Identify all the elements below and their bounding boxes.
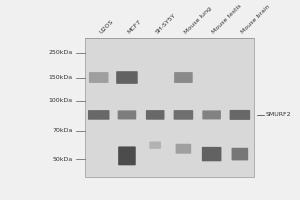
FancyBboxPatch shape	[118, 110, 136, 119]
FancyBboxPatch shape	[118, 146, 136, 165]
FancyBboxPatch shape	[149, 142, 161, 149]
Text: Mouse lung: Mouse lung	[183, 6, 212, 35]
Text: SH-SY5Y: SH-SY5Y	[155, 13, 177, 35]
Text: 70kDa: 70kDa	[52, 128, 73, 133]
FancyBboxPatch shape	[202, 110, 221, 119]
FancyBboxPatch shape	[174, 110, 193, 120]
FancyBboxPatch shape	[146, 110, 164, 120]
Text: Mouse brain: Mouse brain	[240, 4, 271, 35]
Text: 100kDa: 100kDa	[49, 98, 73, 103]
FancyBboxPatch shape	[232, 148, 248, 160]
Text: SMURF2: SMURF2	[266, 112, 292, 117]
FancyBboxPatch shape	[174, 72, 193, 83]
Text: 150kDa: 150kDa	[49, 75, 73, 80]
FancyBboxPatch shape	[176, 144, 191, 154]
Text: 250kDa: 250kDa	[49, 50, 73, 55]
Text: U2OS: U2OS	[99, 19, 115, 35]
FancyBboxPatch shape	[116, 71, 138, 84]
Text: 50kDa: 50kDa	[52, 157, 73, 162]
FancyBboxPatch shape	[230, 110, 250, 120]
FancyBboxPatch shape	[202, 147, 221, 161]
FancyBboxPatch shape	[88, 110, 110, 120]
FancyBboxPatch shape	[85, 38, 254, 177]
Text: MCF7: MCF7	[127, 19, 143, 35]
FancyBboxPatch shape	[89, 72, 109, 83]
Text: Mouse testis: Mouse testis	[212, 3, 243, 35]
